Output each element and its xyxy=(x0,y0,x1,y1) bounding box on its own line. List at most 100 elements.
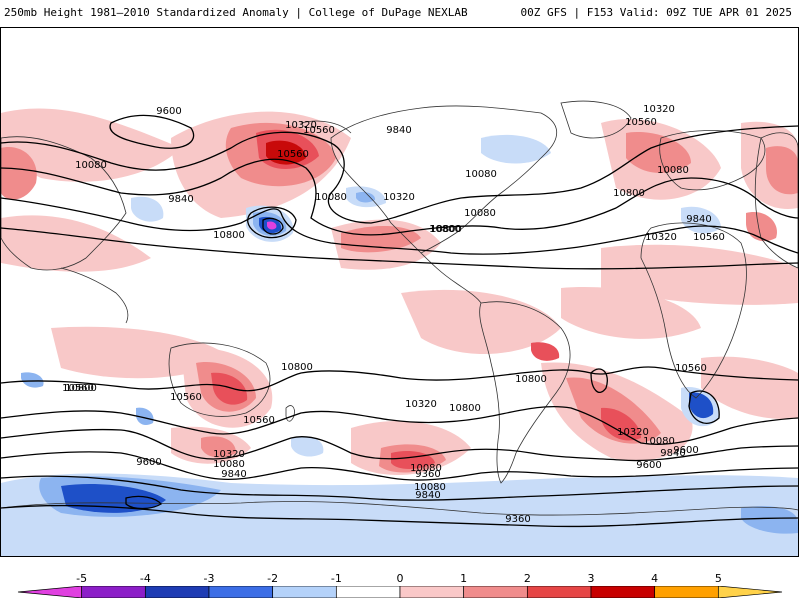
contour-line xyxy=(247,206,297,239)
colorbar-tick-label: 0 xyxy=(396,572,404,585)
coastline-south-america xyxy=(479,301,571,484)
colorbar-tick-label: 5 xyxy=(714,572,722,585)
contour-label-layer: 9600 9840 10080 10320 10560 10800 10080 10560 10… xyxy=(1,28,798,556)
coastline-asia xyxy=(754,132,798,269)
anomaly-negative-region xyxy=(267,221,277,230)
colorbar-segment xyxy=(208,586,274,598)
contour-line xyxy=(1,428,798,462)
coastline-north-america xyxy=(330,105,558,254)
contour-label: 10800 xyxy=(65,383,97,394)
contour-label: 10320 xyxy=(383,192,415,203)
colorbar-tick-label: 4 xyxy=(651,572,659,585)
contour-label: 10320 xyxy=(643,104,675,115)
anomaly-positive-region xyxy=(766,146,798,195)
contour-line xyxy=(1,504,798,528)
anomaly-negative-region xyxy=(136,407,154,426)
anomaly-negative-region xyxy=(291,436,324,457)
contour-label: 10800 xyxy=(515,374,547,385)
contour-label: 10560 xyxy=(693,232,725,243)
colorbar: -5 -4 -3 -2 -1 0 1 2 3 4 5 xyxy=(0,572,800,600)
contour-label: 10560 xyxy=(625,117,657,128)
contour-label: 10800 xyxy=(281,362,313,373)
colorbar-tick-label: -3 xyxy=(203,572,215,585)
colorbar-segment xyxy=(144,586,210,598)
contour-label: 10320 xyxy=(213,449,245,460)
anomaly-positive-region xyxy=(211,372,248,405)
colorbar-segment xyxy=(335,586,401,598)
contour-label: 10080 xyxy=(410,463,442,474)
contour-label: 9840 xyxy=(386,125,412,136)
coastlines xyxy=(1,100,798,516)
contour-label: 9840 xyxy=(686,214,712,225)
contour-label: 10080 xyxy=(643,436,675,447)
contour-label: 10080 xyxy=(657,165,689,176)
colorbar-tick-label: -5 xyxy=(76,572,88,585)
coastline-southeast-asia xyxy=(60,267,129,324)
contour-label: 10800 xyxy=(429,224,461,235)
contour-label: 9840 xyxy=(660,448,686,459)
anomaly-positive-region xyxy=(1,108,181,182)
contour-label: 9600 xyxy=(636,460,662,471)
contour-line xyxy=(590,368,608,393)
anomaly-map xyxy=(1,100,798,556)
anomaly-positive-region xyxy=(601,244,798,305)
contour-line xyxy=(1,475,798,501)
anomaly-positive-region xyxy=(531,342,560,361)
map-panel: 9600 9840 10080 10320 10560 10800 10080 10560 10… xyxy=(0,27,799,557)
anomaly-negative-region xyxy=(481,134,551,164)
coastline-greenland xyxy=(560,100,632,139)
contour-label: 10320 xyxy=(617,427,649,438)
contour-line xyxy=(688,390,720,424)
anomaly-positive-region xyxy=(746,212,777,242)
contour-line xyxy=(125,495,162,510)
contour-label: 9360 xyxy=(415,469,441,480)
anomaly-positive-region xyxy=(1,147,37,200)
contour-label: 10560 xyxy=(675,363,707,374)
contour-label: 10560 xyxy=(243,415,275,426)
coastline-central-america xyxy=(420,252,482,304)
colorbar-tick-label: -4 xyxy=(139,572,151,585)
height-contours xyxy=(1,114,798,528)
anomaly-positive-region xyxy=(1,215,151,272)
contour-label: 10320 xyxy=(285,120,317,131)
anomaly-positive-region xyxy=(561,287,701,339)
colorbar-segment xyxy=(17,586,83,598)
header: 250mb Height 1981–2010 Standardized Anom… xyxy=(0,0,800,26)
colorbar-segment xyxy=(463,586,528,598)
anomaly-positive-region xyxy=(626,132,691,174)
colorbar-tick-label: -1 xyxy=(330,572,342,585)
colorbar-segment xyxy=(399,586,465,598)
colorbar-bar xyxy=(17,586,783,598)
contour-label: 10320 xyxy=(405,399,437,410)
contour-line xyxy=(1,451,798,481)
contour-label: 10800 xyxy=(449,403,481,414)
colorbar-tick-label: -2 xyxy=(267,572,279,585)
contour-label: 9360 xyxy=(505,514,531,525)
contour-line xyxy=(109,114,195,149)
contour-label: 9600 xyxy=(156,106,182,117)
contour-line xyxy=(1,125,798,224)
contour-label: 9840 xyxy=(168,194,194,205)
contour-label: 9600 xyxy=(673,445,699,456)
contour-label: 10800 xyxy=(213,230,245,241)
contour-label: 10080 xyxy=(465,169,497,180)
contour-label: 9600 xyxy=(136,457,162,468)
contour-label: 10560 xyxy=(62,383,94,394)
colorbar-tick-label: 2 xyxy=(523,572,531,585)
contour-label: 10800 xyxy=(430,224,462,235)
anomaly-negative-region xyxy=(741,506,798,534)
contour-label: 10080 xyxy=(75,160,107,171)
coastline-australia xyxy=(168,342,271,417)
contour-line xyxy=(1,366,798,392)
contour-label: 9840 xyxy=(221,469,247,480)
contour-label: 10080 xyxy=(315,192,347,203)
anomaly-positive-region xyxy=(266,140,306,165)
anomaly-negative-region xyxy=(131,196,164,222)
anomaly-positive-region xyxy=(201,436,236,458)
anomaly-negative-region xyxy=(356,191,376,203)
contour-label: 10320 xyxy=(645,232,677,243)
contour-label: 10560 xyxy=(170,392,202,403)
anomaly-positive-region xyxy=(701,356,798,419)
colorbar-segment xyxy=(526,586,592,598)
map-title: 250mb Height 1981–2010 Standardized Anom… xyxy=(4,6,468,19)
